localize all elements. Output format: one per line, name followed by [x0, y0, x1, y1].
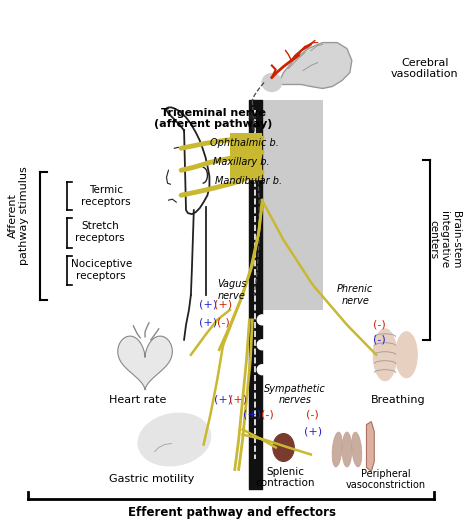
Ellipse shape — [342, 432, 352, 467]
Text: Afferent
pathway stimulus: Afferent pathway stimulus — [8, 166, 29, 265]
Text: Breathing: Breathing — [371, 394, 426, 404]
Text: (+): (+) — [228, 394, 247, 404]
Text: Sympathetic
nerves: Sympathetic nerves — [264, 384, 326, 406]
Circle shape — [257, 340, 267, 350]
Ellipse shape — [138, 413, 210, 466]
Text: (+): (+) — [214, 300, 232, 310]
Text: Nociceptive
receptors: Nociceptive receptors — [71, 259, 132, 281]
Polygon shape — [230, 134, 262, 180]
Text: Vagus
nerve: Vagus nerve — [217, 279, 247, 301]
Text: Stretch
receptors: Stretch receptors — [75, 221, 125, 243]
Text: Cerebral
vasodilation: Cerebral vasodilation — [391, 58, 458, 79]
Ellipse shape — [332, 432, 342, 467]
Text: (-): (-) — [373, 335, 385, 345]
Circle shape — [257, 315, 267, 325]
FancyBboxPatch shape — [249, 100, 323, 310]
Text: Heart rate: Heart rate — [109, 394, 166, 404]
Text: (+): (+) — [304, 427, 322, 437]
Text: Peripheral
vasoconstriction: Peripheral vasoconstriction — [346, 469, 426, 490]
Ellipse shape — [352, 432, 362, 467]
Text: (-): (-) — [307, 410, 319, 420]
Polygon shape — [276, 43, 352, 88]
Text: Termic
receptors: Termic receptors — [81, 185, 131, 207]
Text: Trigeminal nerve
(afferent pathway): Trigeminal nerve (afferent pathway) — [154, 108, 273, 129]
Text: (+): (+) — [200, 318, 218, 328]
Text: (-): (-) — [261, 410, 273, 420]
Text: (+): (+) — [243, 410, 261, 420]
Text: Ophthalmic b.: Ophthalmic b. — [210, 138, 279, 148]
Text: Efferent pathway and effectors: Efferent pathway and effectors — [128, 506, 336, 519]
Text: Mandibular b.: Mandibular b. — [215, 176, 283, 186]
Text: Splenic
contraction: Splenic contraction — [256, 467, 315, 488]
Text: Maxillary b.: Maxillary b. — [213, 157, 270, 167]
Text: Brain-stem
integrative
centers: Brain-stem integrative centers — [428, 211, 461, 269]
Circle shape — [257, 365, 267, 375]
Polygon shape — [230, 134, 262, 180]
Ellipse shape — [273, 433, 294, 461]
Text: Gastric motility: Gastric motility — [109, 474, 194, 484]
Text: (-): (-) — [217, 318, 229, 328]
Ellipse shape — [262, 74, 282, 92]
Text: (-): (-) — [373, 320, 385, 330]
Text: (+): (+) — [200, 300, 218, 310]
Ellipse shape — [374, 329, 397, 381]
Ellipse shape — [396, 332, 417, 378]
Polygon shape — [366, 421, 374, 471]
Text: (+): (+) — [214, 394, 232, 404]
Polygon shape — [118, 336, 173, 390]
Text: Phrenic
nerve: Phrenic nerve — [337, 284, 374, 306]
